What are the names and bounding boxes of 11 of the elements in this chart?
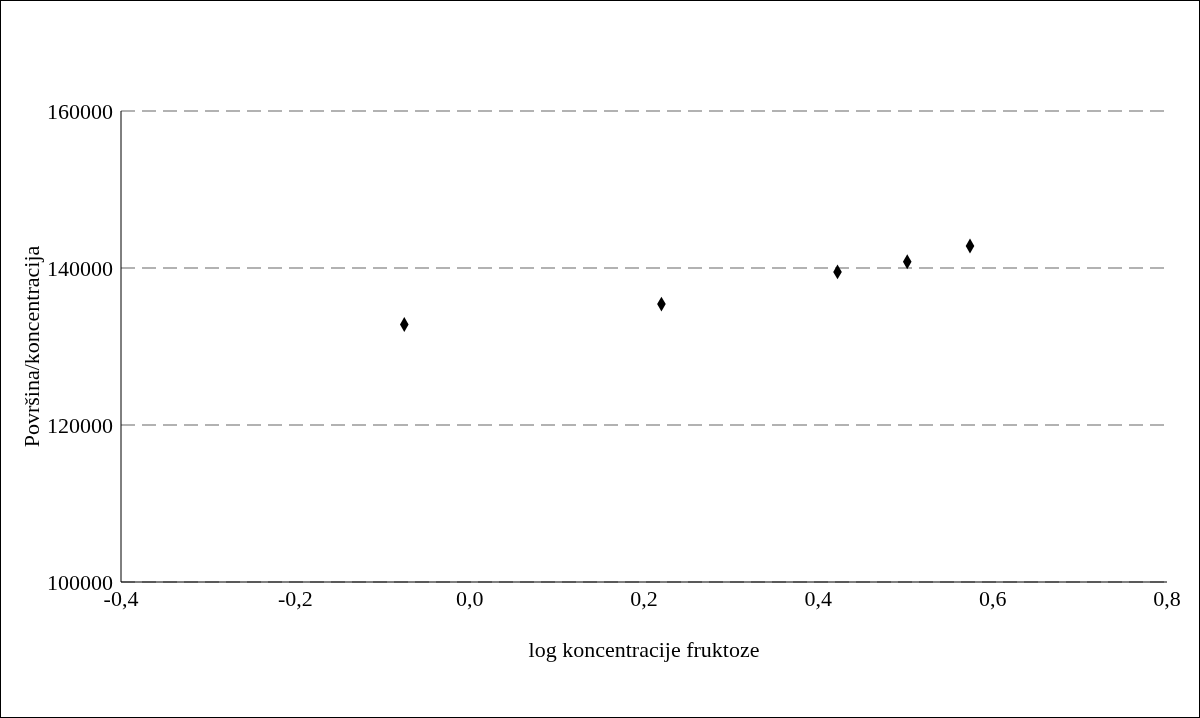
x-tick-label: -0,2 — [277, 585, 313, 611]
x-tick-label: 0,2 — [630, 585, 658, 611]
y-tick-label: 140000 — [47, 255, 113, 281]
y-axis-title: Površina/koncentracija — [18, 245, 44, 448]
x-tick-label: 0,8 — [1153, 585, 1181, 611]
y-tick-label: 120000 — [47, 412, 113, 438]
x-tick-label: 0,4 — [804, 585, 833, 611]
x-tick-label: 0,0 — [455, 585, 484, 611]
y-tick-label: 160000 — [47, 98, 113, 124]
x-axis-title: log koncentracije fruktoze — [528, 637, 760, 662]
x-tick-label: 0,6 — [978, 585, 1007, 611]
